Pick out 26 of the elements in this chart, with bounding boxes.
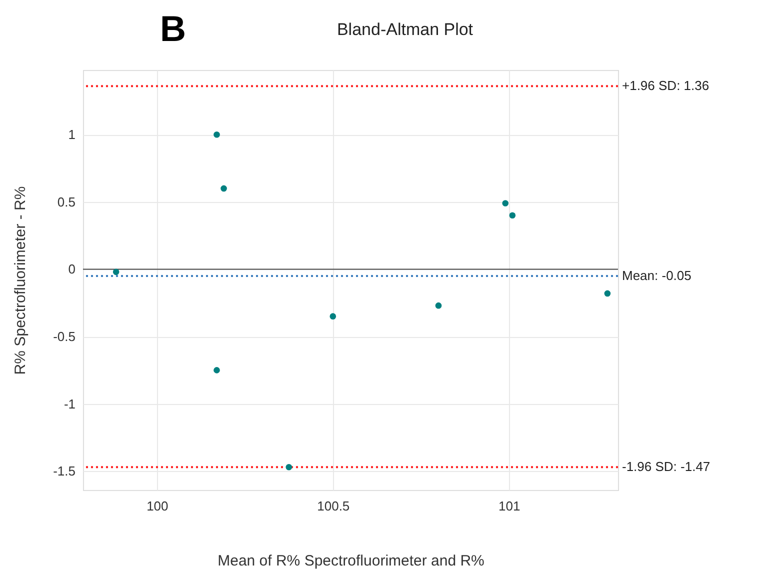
point <box>112 268 120 276</box>
x-tick-label: 100.5 <box>317 498 350 514</box>
point <box>509 212 516 219</box>
x-axis-title: Mean of R% Spectrofluorimeter and R% <box>218 552 484 569</box>
point <box>435 302 442 309</box>
x-tick-label: 101 <box>498 498 520 514</box>
ref-line-label: -1.96 SD: -1.47 <box>622 459 710 474</box>
y-tick-label: 1 <box>68 127 76 142</box>
y-tick-label: -1 <box>64 396 76 412</box>
ref-line-label: +1.96 SD: 1.36 <box>622 78 710 94</box>
chart-title: Bland-Altman Plot <box>336 20 474 39</box>
y-tick-label: -1.5 <box>53 464 76 479</box>
point <box>502 200 509 206</box>
y-tick-label: 0.5 <box>57 194 76 210</box>
point <box>214 367 220 374</box>
point <box>604 290 611 297</box>
point <box>214 131 220 138</box>
y-tick-label: -0.5 <box>53 329 76 344</box>
x-tick-label: 100 <box>146 498 168 514</box>
text: B <box>160 8 186 49</box>
y-axis-title: R% Spectrofluorimeter - R% <box>12 186 30 375</box>
y-tick-label: 0 <box>68 262 76 277</box>
point <box>286 464 292 470</box>
point <box>220 185 227 192</box>
point <box>330 313 336 320</box>
ref-line-label: Mean: -0.05 <box>622 268 692 283</box>
